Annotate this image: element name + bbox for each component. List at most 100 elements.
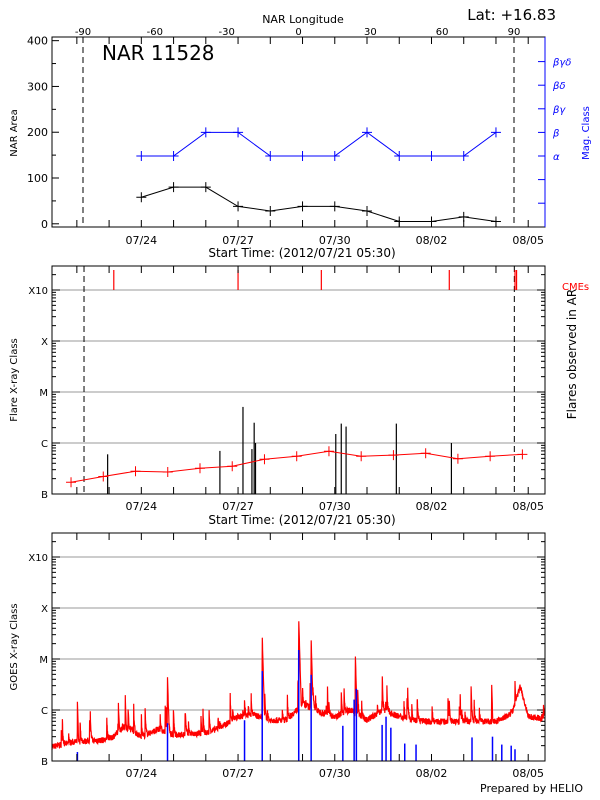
mag-y-tick-label: α [553, 152, 560, 163]
area-point [297, 201, 308, 212]
mag-class-point [329, 151, 340, 161]
p3-y-tick-label: X [41, 604, 48, 615]
area-point [458, 211, 469, 222]
background-flux-point [66, 477, 77, 488]
p2-y-tick-label: X [41, 337, 48, 348]
mag-y-tick-label: βγδ [552, 58, 571, 69]
longitude-tick-label: 90 [508, 27, 521, 38]
p3-ylabel: GOES X-ray Class [9, 603, 20, 690]
p1-ylabel: NAR Area [9, 109, 20, 156]
area-point [136, 192, 147, 203]
p1-x-tick-label: 07/30 [319, 234, 351, 247]
area-y-tick-label: 0 [41, 218, 48, 231]
p2-y-tick-label: M [39, 388, 48, 399]
area-point [426, 216, 437, 227]
background-flux-point [485, 451, 496, 462]
p3-x-tick-label: 07/27 [222, 767, 254, 780]
p3-y-tick-label: X10 [28, 553, 48, 564]
p3-x-tick-label: 07/24 [125, 767, 157, 780]
p1-x-tick-label: 07/27 [222, 234, 254, 247]
mag-class-point [168, 151, 179, 161]
p3-y-tick-label: B [41, 757, 48, 768]
mag-class-point [233, 127, 244, 138]
mag-y-tick-label: βδ [552, 81, 566, 92]
longitude-tick-label: -60 [147, 27, 163, 38]
p1-x-tick-label: 07/24 [125, 234, 157, 247]
p3-x-tick-label: 07/30 [319, 767, 351, 780]
area-point [490, 216, 501, 227]
mag-class-point [394, 151, 405, 161]
longitude-tick-label: -90 [75, 27, 91, 38]
area-point [168, 182, 179, 193]
longitude-tick-label: 0 [295, 27, 301, 38]
mag-class-point [426, 151, 437, 161]
background-flux-point [452, 453, 463, 464]
cme-label: CMEs [562, 282, 589, 293]
panel-nar-area: 07/24 07/27 07/30 08/02 08/050100200300400αβ… [27, 27, 571, 247]
background-flux-point [194, 463, 205, 474]
p3-y-tick-label: C [41, 706, 48, 717]
p2-x-tick-label: 07/27 [222, 500, 254, 513]
area-point [233, 201, 244, 212]
area-line [141, 186, 497, 223]
area-point [329, 201, 340, 212]
p2-y-tick-label: B [41, 490, 48, 501]
background-flux-point [388, 450, 399, 461]
p2-x-tick-label: 08/02 [416, 500, 448, 513]
mag-class-point [362, 127, 373, 138]
p2-x-tick-label: 08/05 [512, 500, 544, 513]
area-y-tick-label: 200 [27, 126, 48, 139]
mag-class-point [458, 151, 469, 161]
background-flux-point [98, 471, 109, 482]
area-point [394, 216, 405, 227]
area-point [265, 205, 276, 216]
p1-xlabel: Start Time: (2012/07/21 05:30) [208, 246, 395, 260]
mag-class-line [141, 131, 497, 157]
p1-x-tick-label: 08/05 [512, 234, 544, 247]
background-flux-point [356, 451, 367, 462]
background-flux-point [291, 451, 302, 462]
background-flux-point [517, 449, 528, 460]
p2-y2label: Flares observed in AR [565, 289, 579, 419]
longitude-tick-label: 60 [436, 27, 449, 38]
p2-xlabel: Start Time: (2012/07/21 05:30) [208, 513, 395, 527]
background-flux-point [420, 448, 431, 459]
background-flux-point [227, 461, 238, 472]
panel-flares: B C M X X10 07/24 07/27 07/30 08/02 08/05 [28, 265, 546, 513]
p3-x-tick-label: 08/05 [512, 767, 544, 780]
longitude-tick-label: 30 [364, 27, 377, 38]
mag-class-point [297, 151, 308, 161]
credit-label: Prepared by HELIO [480, 782, 583, 795]
longitude-tick-label: -30 [218, 27, 234, 38]
mag-class-point [136, 151, 147, 161]
p3-x-tick-label: 08/02 [416, 767, 448, 780]
p1-x-tick-label: 08/02 [416, 234, 448, 247]
mag-class-point [200, 127, 211, 138]
mag-class-point [490, 127, 501, 138]
background-flux-point [130, 466, 141, 477]
p2-y-tick-label: C [41, 439, 48, 450]
p1-frame [51, 36, 546, 228]
p1-y2label: Mag. Class [581, 106, 592, 160]
background-flux-point [162, 467, 173, 477]
p2-y-tick-label: X10 [28, 286, 48, 297]
area-y-tick-label: 300 [27, 80, 48, 93]
p2-x-tick-label: 07/30 [319, 500, 351, 513]
p3-frame [51, 532, 546, 762]
area-point [200, 182, 211, 193]
p2-x-tick-label: 07/24 [125, 500, 157, 513]
longitude-axis-title: NAR Longitude [262, 13, 344, 26]
mag-y-tick-label: β [552, 128, 560, 139]
mag-class-point [265, 151, 276, 161]
nar-title: NAR 11528 [102, 41, 215, 65]
panel-goes: B C M X X10 07/24 07/27 07/30 08/02 08/05 [28, 532, 546, 780]
area-point [362, 205, 373, 216]
mag-y-tick-label: βγ [552, 105, 566, 116]
p3-y-tick-label: M [39, 655, 48, 666]
background-flux-point [259, 454, 270, 465]
p2-ylabel: Flare X-ray Class [9, 338, 20, 422]
background-flux-point [323, 446, 334, 457]
p2-frame [51, 265, 546, 495]
latitude-label: Lat: +16.83 [467, 6, 556, 24]
